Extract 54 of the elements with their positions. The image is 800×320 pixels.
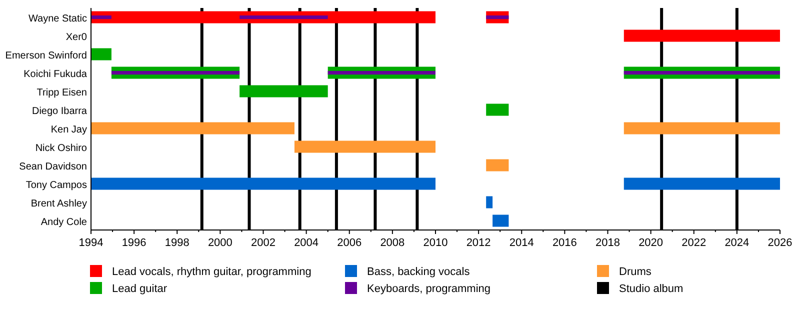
legend-label: Lead vocals, rhythm guitar, programming [112,266,312,278]
legend-label: Bass, backing vocals [367,266,470,278]
bar [91,15,112,20]
bar [91,122,294,134]
x-tick-label: 2022 [682,237,706,249]
y-tick-label: Diego Ibarra [32,106,88,117]
bar [240,15,328,20]
bar [91,11,436,24]
x-tick-label: 2012 [466,237,491,249]
x-tick-label: 2006 [337,237,362,249]
bar [486,196,493,208]
x-tick-label: 2002 [251,237,276,249]
y-tick-label: Wayne Static [28,13,87,24]
y-tick-label: Tony Campos [26,180,87,191]
bar [486,159,509,172]
x-tick-label: 2010 [423,237,448,249]
bar [486,15,509,20]
legend-label: Studio album [619,283,684,295]
x-tick-label: 2016 [552,237,577,249]
y-tick-label: Emerson Swinford [5,50,87,62]
bar [328,70,436,75]
bar [624,30,780,42]
bar [91,178,436,190]
bar [492,214,509,227]
y-tick-label: Ken Jay [50,124,87,136]
bar [91,48,112,60]
x-tick-label: 2026 [768,237,792,249]
y-tick-label: Nick Oshiro [35,142,88,154]
legend-label: Keyboards, programming [367,283,491,295]
x-tick-label: 2014 [509,237,534,249]
y-tick-label: Xer0 [66,32,88,43]
y-tick-label: Tripp Eisen [36,87,87,98]
x-tick-label: 2004 [294,237,319,249]
x-tick-label: 2018 [596,237,620,249]
bar [240,85,328,98]
bar [624,178,780,190]
bar [111,70,240,75]
bar [294,140,436,153]
x-tick-label: 2020 [638,237,664,249]
bar [624,122,780,134]
x-tick-label: 1996 [122,237,146,249]
x-tick-label: 2024 [724,237,750,249]
x-tick-label: 2008 [380,237,405,249]
bar [624,70,780,75]
x-tick-label: 1998 [164,237,190,249]
bar [486,104,509,116]
y-tick-label: Andy Cole [40,216,88,228]
legend-label: Lead guitar [112,283,168,295]
y-tick-label: Sean Davidson [19,161,87,172]
x-tick-label: 2000 [208,237,232,249]
y-tick-label: Koichi Fukuda [24,68,88,80]
y-tick-label: Brent Ashley [30,198,87,210]
x-tick-label: 1994 [78,237,104,249]
legend-label: Drums [619,266,652,278]
